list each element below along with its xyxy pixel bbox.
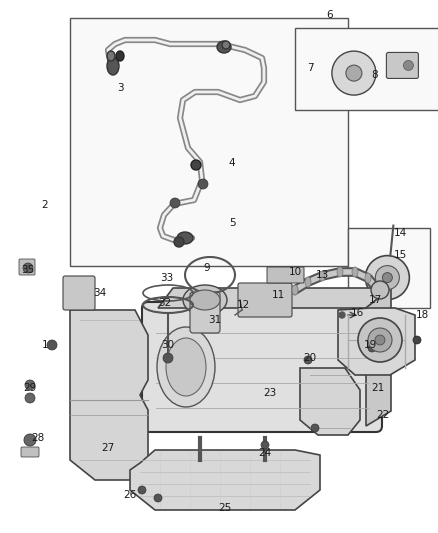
Ellipse shape [352, 267, 358, 277]
Text: 24: 24 [258, 448, 272, 458]
Text: 33: 33 [160, 273, 173, 283]
FancyBboxPatch shape [386, 52, 418, 78]
Polygon shape [70, 310, 148, 480]
Circle shape [332, 51, 376, 95]
Ellipse shape [292, 285, 298, 295]
Circle shape [138, 486, 146, 494]
Circle shape [198, 179, 208, 189]
Circle shape [25, 380, 35, 390]
Circle shape [47, 340, 57, 350]
FancyBboxPatch shape [21, 447, 39, 457]
Circle shape [261, 441, 269, 449]
Text: 2: 2 [42, 200, 48, 210]
FancyBboxPatch shape [238, 283, 292, 317]
FancyBboxPatch shape [63, 276, 95, 310]
FancyBboxPatch shape [267, 267, 304, 283]
Text: 22: 22 [376, 410, 390, 420]
Bar [70, 18, 348, 266]
Text: 8: 8 [372, 70, 378, 80]
Ellipse shape [305, 277, 311, 287]
Circle shape [375, 335, 385, 345]
Circle shape [346, 65, 362, 81]
Circle shape [24, 434, 36, 446]
Polygon shape [158, 288, 391, 308]
Ellipse shape [166, 338, 206, 396]
Text: 12: 12 [237, 300, 250, 310]
Text: 28: 28 [32, 433, 45, 443]
Text: 3: 3 [117, 83, 124, 93]
Ellipse shape [191, 160, 201, 170]
Circle shape [358, 318, 402, 362]
Ellipse shape [107, 51, 115, 61]
Ellipse shape [217, 41, 231, 53]
Circle shape [413, 336, 421, 344]
Ellipse shape [190, 290, 220, 310]
Bar [348, 228, 430, 308]
Ellipse shape [157, 327, 215, 407]
Text: 21: 21 [371, 383, 385, 393]
Circle shape [368, 328, 392, 352]
Ellipse shape [319, 271, 325, 281]
Ellipse shape [183, 285, 227, 315]
Text: 13: 13 [315, 270, 328, 280]
Ellipse shape [371, 281, 389, 299]
Ellipse shape [222, 41, 230, 49]
Text: 32: 32 [159, 298, 172, 308]
Text: 18: 18 [415, 310, 429, 320]
Ellipse shape [177, 232, 193, 244]
FancyBboxPatch shape [190, 292, 220, 333]
Text: 10: 10 [289, 267, 301, 277]
Ellipse shape [292, 285, 298, 295]
Circle shape [154, 494, 162, 502]
Text: 30: 30 [162, 340, 175, 350]
Ellipse shape [107, 57, 119, 75]
Polygon shape [338, 308, 415, 375]
Text: 19: 19 [364, 340, 377, 350]
Text: 29: 29 [23, 383, 37, 393]
Text: 11: 11 [272, 290, 285, 300]
Text: 34: 34 [93, 288, 106, 298]
Ellipse shape [116, 51, 124, 61]
Text: 14: 14 [393, 228, 406, 238]
Ellipse shape [337, 267, 343, 277]
Ellipse shape [365, 273, 371, 283]
Circle shape [375, 265, 399, 289]
Circle shape [365, 256, 410, 300]
FancyBboxPatch shape [142, 302, 382, 432]
Circle shape [403, 60, 413, 70]
Text: 26: 26 [124, 490, 137, 500]
Circle shape [311, 424, 319, 432]
Polygon shape [366, 288, 391, 426]
Ellipse shape [174, 237, 184, 247]
Polygon shape [300, 368, 360, 435]
Text: 16: 16 [350, 308, 364, 318]
Text: 35: 35 [21, 265, 35, 275]
Text: 27: 27 [101, 443, 115, 453]
Text: 6: 6 [327, 10, 333, 20]
Text: 15: 15 [393, 250, 406, 260]
Text: 4: 4 [229, 158, 235, 168]
Text: 9: 9 [204, 263, 210, 273]
FancyBboxPatch shape [19, 259, 35, 275]
Circle shape [382, 272, 392, 282]
Polygon shape [130, 450, 320, 510]
Text: 23: 23 [263, 388, 277, 398]
Text: 1: 1 [42, 340, 48, 350]
Circle shape [163, 353, 173, 363]
Text: 7: 7 [307, 63, 313, 73]
Circle shape [23, 263, 33, 273]
Text: 31: 31 [208, 315, 222, 325]
Circle shape [25, 393, 35, 403]
Text: 25: 25 [219, 503, 232, 513]
Ellipse shape [375, 285, 381, 295]
Circle shape [339, 312, 345, 318]
Text: 20: 20 [304, 353, 317, 363]
Text: 5: 5 [229, 218, 235, 228]
Text: 17: 17 [368, 295, 381, 305]
Bar [295, 28, 438, 110]
Circle shape [170, 198, 180, 208]
Circle shape [304, 356, 312, 364]
Circle shape [368, 344, 376, 352]
